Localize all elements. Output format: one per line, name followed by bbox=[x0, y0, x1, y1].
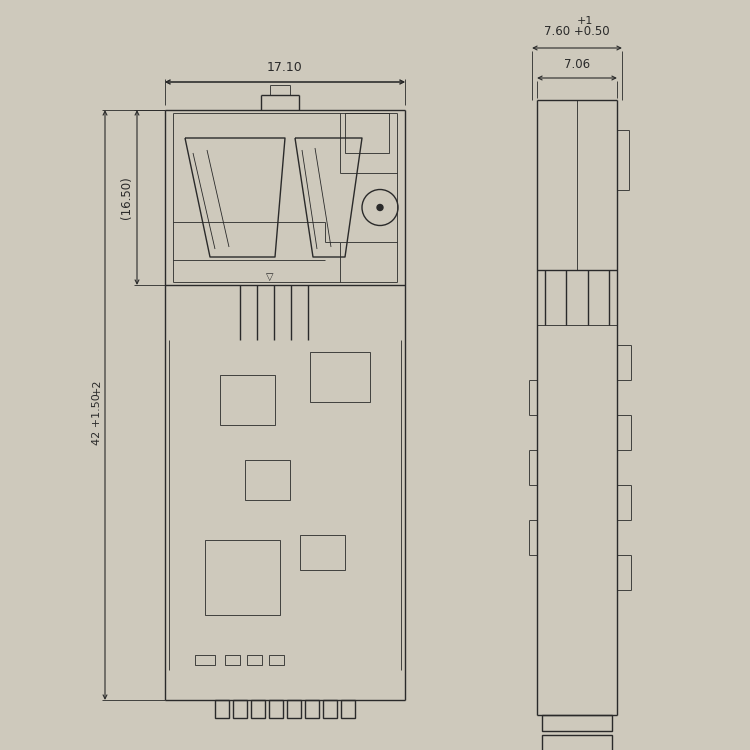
Text: (16.50): (16.50) bbox=[121, 176, 134, 219]
Bar bbox=[269, 655, 284, 665]
Circle shape bbox=[377, 205, 383, 211]
Text: 7.06: 7.06 bbox=[564, 58, 590, 71]
Bar bbox=[341, 700, 355, 718]
Bar bbox=[233, 700, 247, 718]
Bar bbox=[345, 113, 389, 153]
Bar bbox=[323, 700, 337, 718]
Bar bbox=[542, 715, 612, 731]
Bar bbox=[225, 655, 240, 665]
Text: +1: +1 bbox=[577, 16, 593, 26]
Bar bbox=[195, 655, 215, 665]
Text: ▽: ▽ bbox=[266, 272, 274, 282]
Bar bbox=[542, 735, 612, 750]
Bar bbox=[205, 540, 280, 615]
Text: 7.60 +0.50: 7.60 +0.50 bbox=[544, 25, 610, 38]
Bar bbox=[287, 700, 301, 718]
Bar bbox=[305, 700, 319, 718]
Bar bbox=[220, 375, 275, 425]
Text: +2: +2 bbox=[92, 379, 102, 395]
Bar bbox=[251, 700, 265, 718]
Text: 42 +1.50: 42 +1.50 bbox=[92, 393, 102, 445]
Bar bbox=[215, 700, 229, 718]
Bar bbox=[247, 655, 262, 665]
Text: 17.10: 17.10 bbox=[267, 61, 303, 74]
Bar bbox=[269, 700, 283, 718]
Bar bbox=[300, 535, 345, 570]
Bar bbox=[245, 460, 290, 500]
Bar bbox=[310, 352, 370, 402]
